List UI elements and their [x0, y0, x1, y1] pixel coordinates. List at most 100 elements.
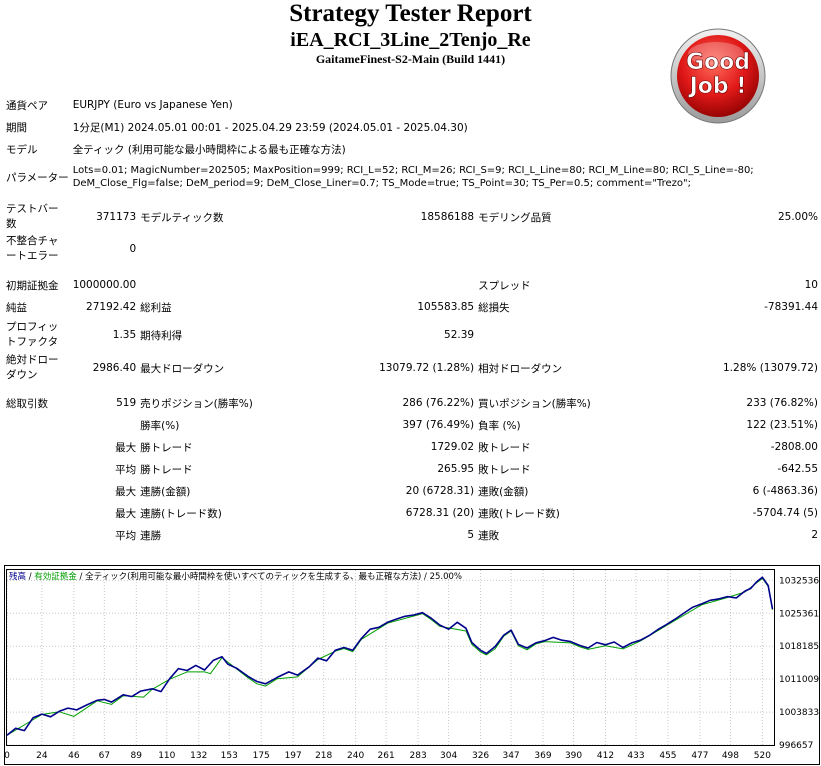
y-tick-label: 1003833: [779, 708, 819, 718]
net-label: 純益: [6, 301, 27, 314]
badge-text-good: Good: [686, 50, 750, 75]
row-pf: プロフィットファクタ 1.35 期待利得 52.39: [4, 318, 820, 352]
avg-cons-loss-label: 連敗: [478, 529, 500, 542]
chart-series: [6, 576, 774, 736]
avg-cons-prefix: 平均: [115, 529, 137, 542]
chart-frame: [4, 565, 820, 765]
payoff-label: 期待利得: [140, 329, 183, 342]
x-tick-label: 326: [472, 751, 489, 761]
trades-label: 総取引数: [6, 397, 48, 410]
rel-dd-value: 1.28% (13079.72): [723, 362, 818, 374]
x-tick-label: 520: [754, 751, 771, 761]
avg-cons-loss-value: 2: [811, 529, 818, 541]
row-cons-amount: 最大 連勝(金額) 20 (6728.31) 連敗(金額) 6 (-4863.3…: [4, 480, 820, 502]
gross-loss-value: -78391.44: [764, 301, 818, 313]
largest-loss-label: 敗トレード: [478, 441, 531, 454]
cons-amount-prefix: 最大: [115, 485, 137, 498]
cons-profit-value: 6728.31 (20): [405, 507, 475, 519]
rel-dd-label: 相対ドローダウン: [478, 362, 563, 375]
trades-value: 519: [116, 397, 137, 409]
row-trades: 総取引数 519 売りポジション(勝率%) 286 (76.22%) 買いポジシ…: [4, 392, 820, 414]
row-params: パラメーター Lots=0.01; MagicNumber=202505; Ma…: [4, 160, 820, 194]
params-line-1: Lots=0.01; MagicNumber=202505; MaxPositi…: [72, 165, 754, 176]
server-name: GaitameFinest-S2-Main (Build 1441): [315, 52, 506, 66]
win-label: 勝率(%): [140, 419, 180, 432]
plot-area: [6, 569, 775, 746]
row-dd: 絶対ドローダウン 2986.40 最大ドローダウン 13079.72 (1.28…: [4, 352, 820, 384]
avg-cons-win-value: 5: [467, 529, 475, 541]
x-tick-label: 369: [534, 751, 551, 761]
x-tick-label: 390: [565, 751, 582, 761]
largest-loss-value: -2808.00: [770, 441, 818, 453]
badge-text-job: Job !: [688, 74, 747, 99]
x-tick-label: 67: [99, 751, 110, 761]
mismatch-label: 不整合チャートエラー: [6, 235, 59, 262]
average-prefix: 平均: [115, 463, 137, 476]
row-largest: 最大 勝トレード 1729.02 敗トレード -2808.00: [4, 436, 820, 458]
x-tick-label: 46: [68, 751, 80, 761]
pf-value: 1.35: [112, 329, 137, 341]
row-average: 平均 勝トレード 265.95 敗トレード -642.55: [4, 458, 820, 480]
report-title: Strategy Tester Report: [289, 0, 532, 27]
largest-prefix: 最大: [115, 441, 137, 454]
x-tick-label: 110: [158, 751, 175, 761]
params-line-2: DeM_Close_Flg=false; DeM_period=9; DeM_C…: [72, 178, 691, 189]
row-avg-cons: 平均 連勝 5 連敗 2: [4, 524, 820, 546]
avg-cons-win-label: 連勝: [140, 529, 162, 542]
x-tick-label: 24: [36, 751, 48, 761]
bars-value: 371173: [96, 211, 137, 223]
row-bars: テストバー数 371173 モデルティック数 18586188 モデリング品質 …: [4, 202, 820, 232]
abs-dd-value: 2986.40: [92, 362, 137, 374]
x-tick-label: 0: [4, 751, 10, 761]
cons-profit-label: 連勝(トレード数): [140, 507, 222, 520]
deposit-value: 1000000.00: [72, 279, 137, 291]
x-tick-label: 412: [597, 751, 614, 761]
row-period: 期間 1分足(M1) 2024.05.01 00:01 - 2025.04.29…: [4, 116, 820, 138]
ticks-value: 18586188: [420, 211, 475, 223]
max-dd-value: 13079.72 (1.28%): [379, 362, 475, 374]
row-winrate: 勝率(%) 397 (76.49%) 負率 (%) 122 (23.51%): [4, 414, 820, 436]
x-tick-label: 153: [221, 751, 238, 761]
x-tick-label: 477: [691, 751, 708, 761]
largest-win-value: 1729.02: [430, 441, 475, 453]
pair-value: EURJPY (Euro vs Japanese Yen): [72, 99, 233, 111]
row-model: モデル 全ティック (利用可能な最小時間枠による最も正確な方法): [4, 138, 820, 160]
model-label: モデル: [6, 143, 38, 156]
chart-legend: 残高 / 有効証拠金 / 全ティック(利用可能な最小時間枠を使いすべてのティック…: [9, 571, 462, 582]
params-value: Lots=0.01; MagicNumber=202505; MaxPositi…: [71, 160, 820, 194]
x-tick-label: 261: [378, 751, 395, 761]
deposit-label: 初期証拠金: [6, 279, 59, 292]
x-tick-label: 240: [347, 751, 364, 761]
period-label: 期間: [6, 121, 27, 134]
abs-dd-label: 絶対ドローダウン: [6, 354, 59, 381]
x-tick-label: 304: [440, 751, 457, 761]
avg-win-value: 265.95: [437, 463, 475, 475]
y-tick-label: 1025361: [779, 609, 819, 619]
max-dd-label: 最大ドローダウン: [140, 362, 225, 375]
row-mismatch: 不整合チャートエラー 0: [4, 232, 820, 266]
x-axis-ticks: 0 24 46 67 89 110 132 153 175 197 218 240 261 283 304 3…: [4, 751, 771, 761]
short-label: 売りポジション(勝率%): [140, 397, 253, 410]
avg-loss-label: 敗トレード: [478, 463, 531, 476]
cons-loss-cnt-value: -5704.74 (5): [752, 507, 818, 519]
row-cons-count: 最大 連勝(トレード数) 6728.31 (20) 連敗(トレード数) -570…: [4, 502, 820, 524]
cons-count-prefix: 最大: [115, 507, 137, 520]
cons-loss-amt-value: 6 (-4863.36): [752, 485, 818, 497]
cons-loss-cnt-label: 連敗(トレード数): [478, 507, 560, 520]
good-job-badge: Good Job !: [670, 28, 766, 124]
x-tick-label: 455: [659, 751, 676, 761]
legend-model: 全ティック(利用可能な最小時間枠を使いすべてのティックを生成する、最も正確な方法…: [85, 571, 421, 582]
loss-label: 負率 (%): [478, 419, 521, 432]
model-value: 全ティック (利用可能な最小時間枠による最も正確な方法): [72, 143, 346, 156]
x-tick-label: 498: [722, 751, 739, 761]
gross-loss-label: 総損失: [478, 301, 510, 314]
x-tick-label: 89: [131, 751, 143, 761]
x-tick-label: 175: [253, 751, 270, 761]
legend-equity: 有効証拠金: [34, 571, 77, 582]
long-label: 買いポジション(勝率%): [478, 397, 591, 410]
y-axis-ticks: 996657 1003833 1011009 1018185 1025361 103253…: [779, 576, 819, 751]
ticks-label: モデルティック数: [140, 211, 224, 224]
loss-value: 122 (23.51%): [746, 419, 818, 431]
bars-label: テストバー数: [6, 203, 59, 230]
params-label: パラメーター: [6, 171, 69, 184]
